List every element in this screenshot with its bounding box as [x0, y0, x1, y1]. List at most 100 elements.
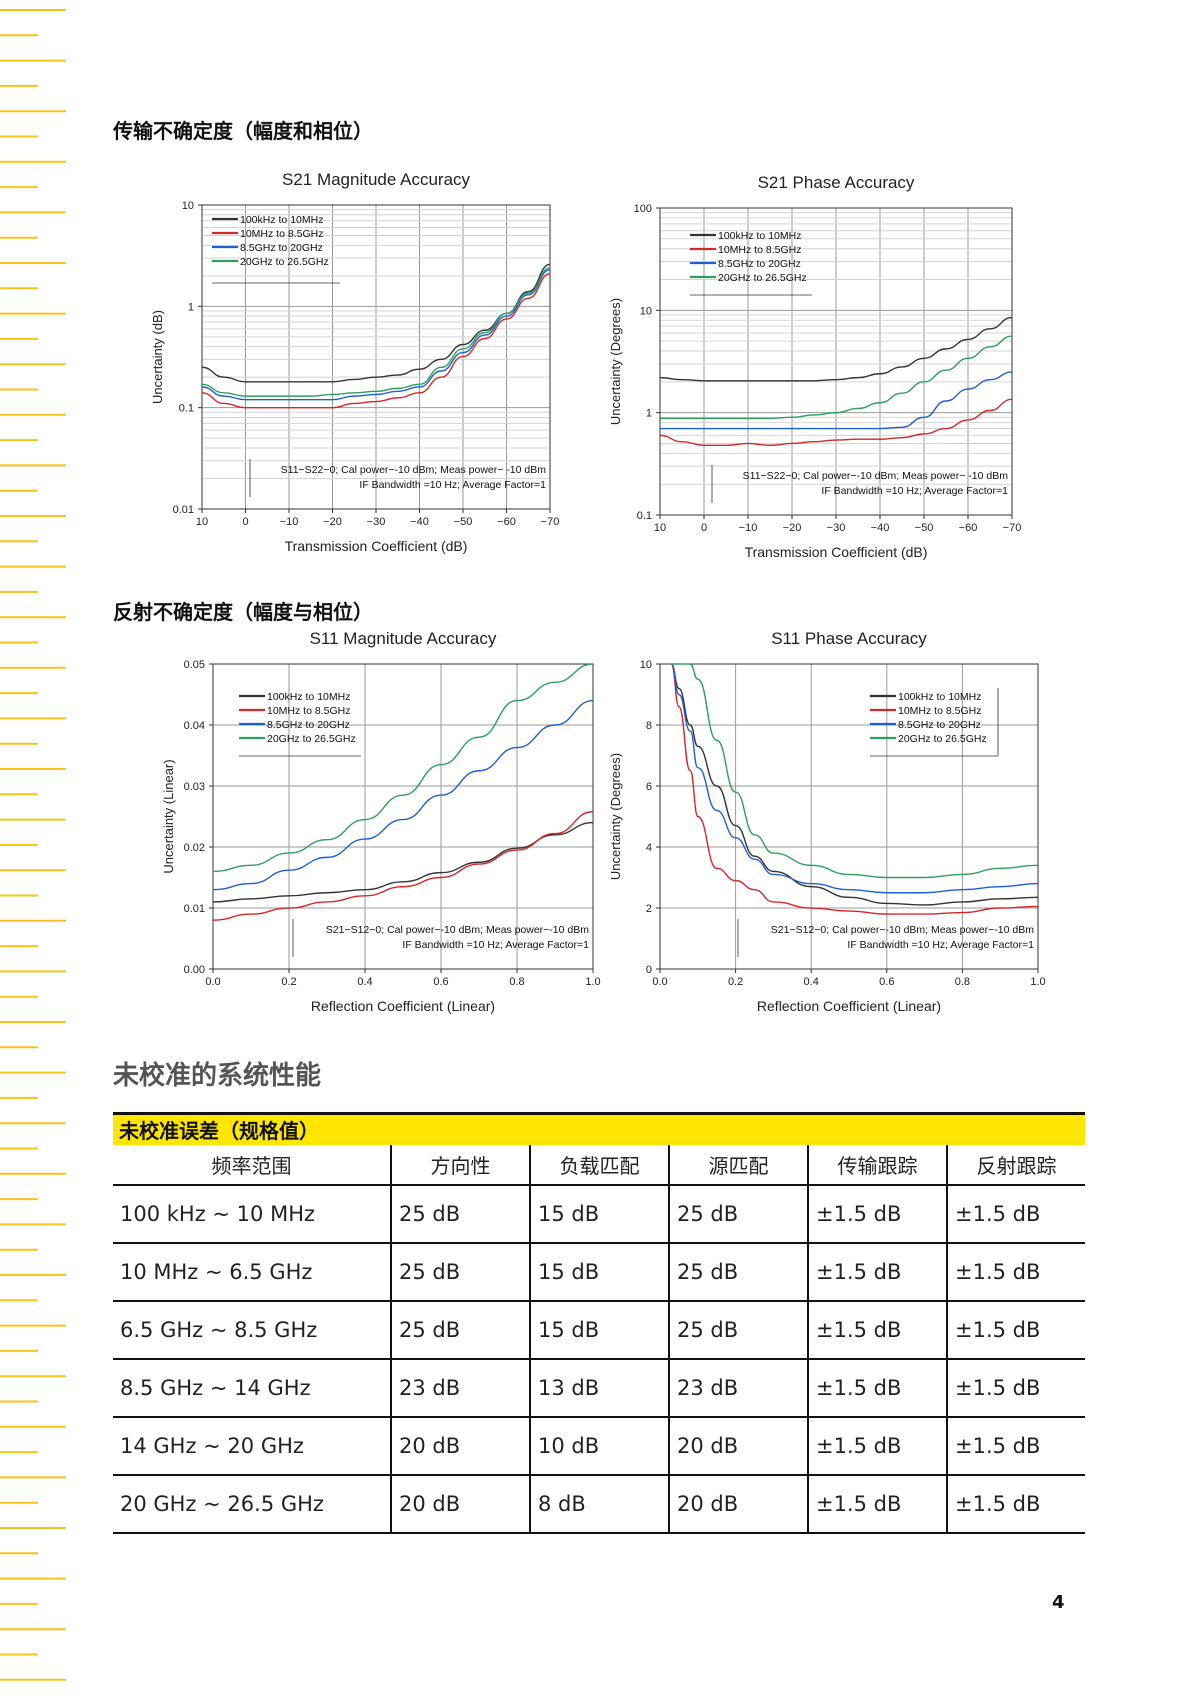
- chart-title: S21 Phase Accuracy: [758, 173, 915, 192]
- cell-reflection-tracking: ±1.5 dB: [946, 1243, 1085, 1302]
- annotation-line-1: S11−S22−0; Cal power−-10 dBm; Meas power…: [743, 470, 1009, 482]
- x-tick-label: −50: [915, 522, 934, 534]
- table-row: 100 kHz ~ 10 MHz 25 dB 15 dB 25 dB ±1.5 …: [113, 1185, 1085, 1244]
- x-tick-label: 0: [701, 522, 707, 534]
- left-decorative-stripes: [0, 9, 66, 1681]
- x-axis-label: Reflection Coefficient (Linear): [311, 998, 495, 1014]
- cell-load-match: 15 dB: [529, 1301, 669, 1360]
- cell-load-match: 10 dB: [529, 1417, 669, 1476]
- series-line-2: [660, 398, 1012, 446]
- s11-phase-chart-svg: S11 Phase Accuracy 0.0 0.2 0.4 0.6 0.8 1.0 0 2 4 6…: [608, 629, 1046, 1014]
- cell-directivity: 20 dB: [390, 1417, 530, 1476]
- x-axis-label: Transmission Coefficient (dB): [745, 544, 928, 560]
- cell-frequency-range: 6.5 GHz ~ 8.5 GHz: [113, 1301, 391, 1360]
- cell-directivity: 25 dB: [390, 1243, 530, 1302]
- series-line-4: [213, 664, 593, 873]
- cell-frequency-range: 100 kHz ~ 10 MHz: [113, 1185, 391, 1244]
- series-line-2: [202, 272, 550, 409]
- legend-label-2: 10MHz to 8.5GHz: [898, 705, 981, 717]
- table-caption: 未校准误差（规格值）: [113, 1112, 1085, 1145]
- cell-frequency-range: 14 GHz ~ 20 GHz: [113, 1417, 391, 1476]
- cell-reflection-tracking: ±1.5 dB: [946, 1475, 1085, 1534]
- series-line-4: [671, 664, 1038, 879]
- cell-directivity: 20 dB: [390, 1475, 530, 1534]
- legend-label-2: 10MHz to 8.5GHz: [240, 228, 323, 240]
- y-tick-label: 0.04: [184, 720, 205, 732]
- series-line-4: [660, 335, 1012, 420]
- header-reflection-tracking: 反射跟踪: [946, 1145, 1085, 1186]
- y-tick-label: 0: [646, 964, 652, 976]
- y-tick-label: 10: [640, 305, 652, 317]
- annotation-line-2: IF Bandwidth =10 Hz; Average Factor=1: [821, 485, 1008, 497]
- cell-frequency-range: 10 MHz ~ 6.5 GHz: [113, 1243, 391, 1302]
- series-line-3: [670, 664, 1038, 894]
- y-tick-label: 2: [646, 903, 652, 915]
- cell-load-match: 13 dB: [529, 1359, 669, 1418]
- x-axis-label: Transmission Coefficient (dB): [285, 538, 468, 554]
- y-tick-label: 0.01: [184, 903, 205, 915]
- x-axis-label: Reflection Coefficient (Linear): [757, 998, 941, 1014]
- y-tick-label: 10: [640, 659, 652, 671]
- legend-label-2: 10MHz to 8.5GHz: [267, 705, 350, 717]
- s21-phase-chart: S21 Phase Accuracy 10 0 −10 −20 −30 −40 −50 −60−…: [605, 158, 1065, 572]
- table-row: 14 GHz ~ 20 GHz 20 dB 10 dB 20 dB ±1.5 d…: [113, 1417, 1085, 1476]
- table-row: 20 GHz ~ 26.5 GHz 20 dB 8 dB 20 dB ±1.5 …: [113, 1475, 1085, 1534]
- cell-source-match: 20 dB: [668, 1475, 808, 1534]
- header-source-match: 源匹配: [668, 1145, 808, 1186]
- series-line-2: [213, 810, 593, 921]
- series-line-4: [202, 267, 550, 397]
- series-line-2: [670, 664, 1038, 915]
- series-line-1: [670, 664, 1038, 906]
- y-tick-label: 4: [646, 842, 652, 854]
- cell-directivity: 25 dB: [390, 1185, 530, 1244]
- cell-source-match: 25 dB: [668, 1243, 808, 1302]
- header-directivity: 方向性: [390, 1145, 530, 1186]
- cell-transmission-tracking: ±1.5 dB: [807, 1417, 947, 1476]
- x-tick-label: 1.0: [1030, 976, 1045, 988]
- cell-transmission-tracking: ±1.5 dB: [807, 1185, 947, 1244]
- y-tick-label: 10: [182, 200, 194, 212]
- x-tick-label: 0.6: [879, 976, 894, 988]
- x-tick-label: −70: [541, 516, 560, 528]
- x-tick-label: 1.0: [585, 976, 600, 988]
- table-row: 8.5 GHz ~ 14 GHz 23 dB 13 dB 23 dB ±1.5 …: [113, 1359, 1085, 1418]
- legend-label-4: 20GHz to 26.5GHz: [240, 256, 329, 268]
- annotation-line-2: IF Bandwidth =10 Hz; Average Factor=1: [402, 939, 589, 951]
- legend-label-1: 100kHz to 10MHz: [240, 214, 323, 226]
- x-tick-label: 0.2: [281, 976, 296, 988]
- y-tick-label: 0.05: [184, 659, 205, 671]
- s11-magnitude-chart-svg: S11 Magnitude Accuracy 0.0 0.2 0.4 0.6 0.8 1.0…: [161, 629, 601, 1014]
- y-tick-label: 1: [188, 301, 194, 313]
- x-tick-label: −30: [367, 516, 386, 528]
- cell-load-match: 15 dB: [529, 1185, 669, 1244]
- x-tick-label: 0.0: [652, 976, 667, 988]
- uncalibrated-performance-title: 未校准的系统性能: [113, 1061, 322, 1091]
- series-line-1: [202, 263, 550, 383]
- spec-table-grid: 频率范围 方向性 负载匹配 源匹配 传输跟踪 反射跟踪 100 kHz ~ 10…: [113, 1145, 1085, 1534]
- legend-label-1: 100kHz to 10MHz: [718, 230, 801, 242]
- cell-reflection-tracking: ±1.5 dB: [946, 1185, 1085, 1244]
- legend-label-4: 20GHz to 26.5GHz: [718, 272, 807, 284]
- cell-source-match: 23 dB: [668, 1359, 808, 1418]
- cell-transmission-tracking: ±1.5 dB: [807, 1243, 947, 1302]
- uncalibrated-error-table: 未校准误差（规格值） 频率范围 方向性 负载匹配 源匹配 传输跟踪 反射跟踪 1…: [113, 1112, 1085, 1534]
- x-tick-label: −10: [280, 516, 299, 528]
- header-transmission-tracking: 传输跟踪: [807, 1145, 947, 1186]
- table-row: 6.5 GHz ~ 8.5 GHz 25 dB 15 dB 25 dB ±1.5…: [113, 1301, 1085, 1360]
- y-axis-label: Uncertainty (dB): [150, 310, 165, 404]
- legend-label-1: 100kHz to 10MHz: [898, 691, 981, 703]
- x-tick-label: −60: [959, 522, 978, 534]
- y-tick-label: 0.1: [179, 403, 194, 415]
- cell-directivity: 25 dB: [390, 1301, 530, 1360]
- cell-load-match: 8 dB: [529, 1475, 669, 1534]
- cell-reflection-tracking: ±1.5 dB: [946, 1359, 1085, 1418]
- legend-label-3: 8.5GHz to 20GHz: [898, 719, 981, 731]
- s11-magnitude-chart: S11 Magnitude Accuracy 0.0 0.2 0.4 0.6 0.8 1.0…: [145, 629, 605, 1036]
- reflection-uncertainty-title: 反射不确定度（幅度与相位）: [113, 600, 373, 624]
- cell-frequency-range: 8.5 GHz ~ 14 GHz: [113, 1359, 391, 1418]
- x-tick-label: −20: [323, 516, 342, 528]
- y-tick-label: 1: [646, 408, 652, 420]
- x-tick-label: −40: [410, 516, 429, 528]
- header-frequency-range: 频率范围: [113, 1145, 391, 1186]
- x-tick-label: 0.2: [728, 976, 743, 988]
